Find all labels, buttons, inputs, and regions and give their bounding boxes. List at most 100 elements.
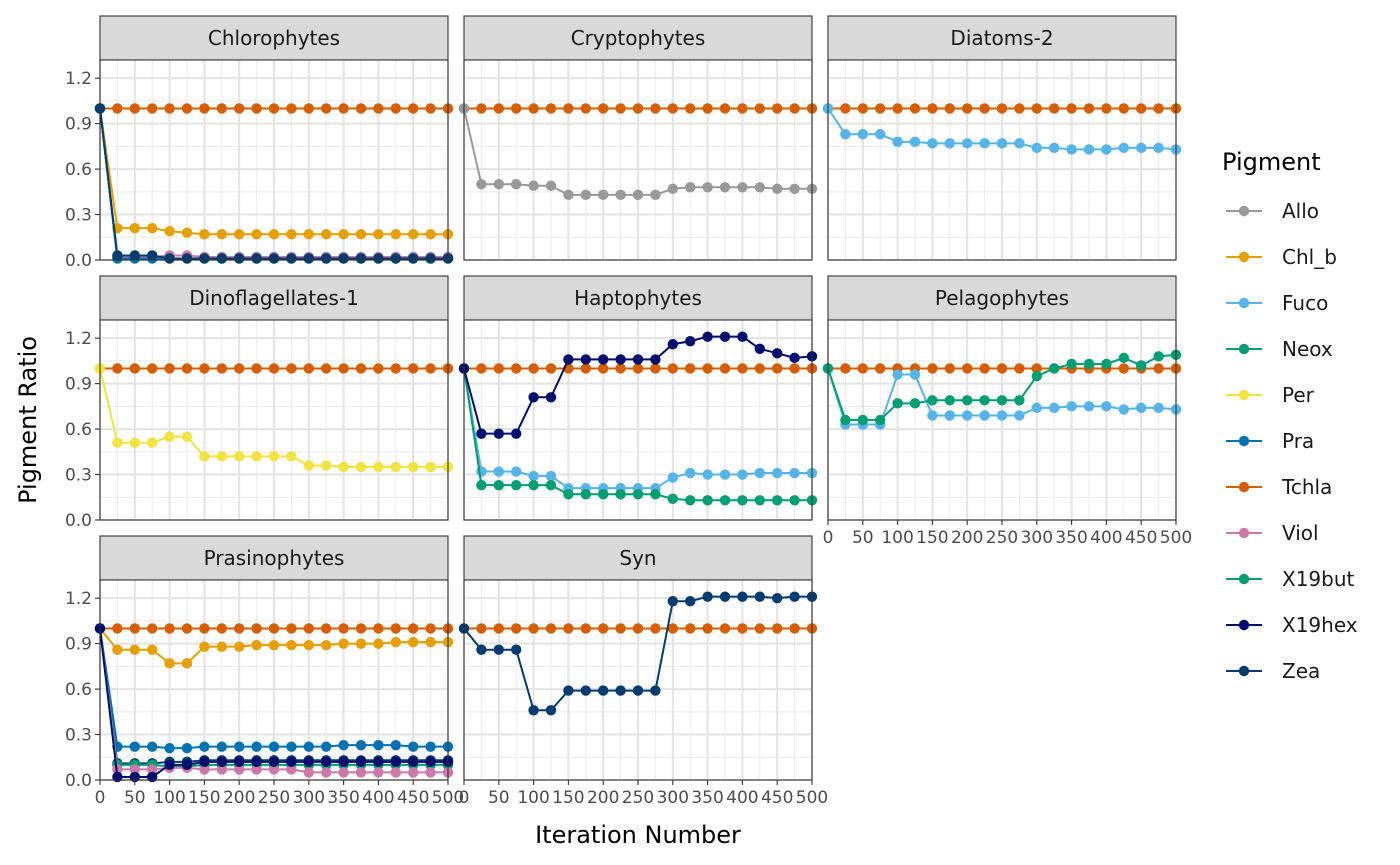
data-point	[1014, 395, 1025, 406]
data-point	[234, 103, 245, 114]
data-point	[251, 756, 262, 768]
data-point	[979, 103, 990, 114]
facet-strip	[99, 15, 449, 61]
y-axis: 0.0 0.3 0.6 0.9 1.2	[65, 69, 100, 271]
data-point	[962, 410, 973, 421]
data-point	[772, 103, 783, 114]
legend-label: Allo	[1282, 199, 1319, 223]
series-x19but	[458, 363, 818, 506]
data-point	[425, 103, 436, 114]
series-fuco	[822, 103, 1182, 155]
y-tick-label: 1.2	[65, 589, 92, 609]
data-point	[615, 103, 626, 114]
facet-strip	[99, 535, 449, 581]
panel-prasinophytes: Prasinophytes 0.0 0.3 0.6 0.9 1.2 0 50 100 150 200…	[65, 535, 464, 808]
x-tick-label: 300	[293, 788, 325, 808]
data-point	[545, 705, 557, 716]
facet-title: Dinoflagellates-1	[189, 286, 359, 310]
data-point	[234, 756, 245, 768]
x-tick-label: 150	[552, 788, 584, 808]
data-point	[1066, 358, 1077, 370]
data-point	[303, 639, 314, 651]
data-point	[303, 253, 314, 264]
data-point	[216, 253, 227, 264]
data-point	[251, 253, 262, 264]
data-point	[944, 410, 955, 421]
data-point	[321, 103, 332, 114]
data-point	[1153, 142, 1164, 154]
data-point	[719, 331, 731, 342]
x-tick-label: 200	[223, 788, 255, 808]
data-point	[493, 644, 504, 655]
y-tick-label: 0.3	[65, 466, 92, 486]
series-tchla	[822, 363, 1182, 374]
data-point	[286, 253, 297, 264]
facet-title: Prasinophytes	[204, 546, 345, 570]
data-point	[164, 658, 175, 669]
data-point	[338, 363, 349, 374]
data-point	[303, 363, 314, 374]
x-tick-label: 500	[432, 788, 464, 808]
data-point	[632, 363, 644, 374]
data-point	[373, 461, 384, 473]
data-point	[840, 414, 851, 426]
data-point	[286, 764, 297, 775]
data-point	[338, 229, 349, 240]
data-point	[129, 250, 140, 261]
data-point	[373, 767, 384, 778]
data-point	[321, 639, 332, 651]
series-tchla	[822, 103, 1182, 114]
data-point	[909, 103, 921, 114]
data-point	[719, 182, 731, 193]
data-point	[355, 229, 367, 240]
data-point	[702, 623, 713, 634]
data-point	[321, 363, 332, 374]
data-point	[199, 756, 210, 768]
data-point	[373, 363, 384, 374]
data-point	[545, 363, 557, 374]
legend-label: Per	[1282, 383, 1315, 407]
data-point	[251, 451, 262, 462]
facet-title: Haptophytes	[574, 286, 702, 310]
data-point	[996, 103, 1008, 114]
data-point	[719, 103, 731, 114]
data-point	[112, 250, 123, 261]
data-point	[199, 451, 210, 462]
data-point	[685, 363, 696, 374]
data-point	[286, 451, 297, 462]
data-point	[789, 623, 800, 634]
data-point	[1031, 402, 1043, 414]
facet-title: Pelagophytes	[935, 286, 1069, 310]
data-point	[650, 489, 661, 500]
data-point	[511, 363, 522, 374]
data-point	[112, 103, 123, 114]
data-point	[303, 623, 314, 634]
data-point	[598, 623, 609, 634]
series-zea	[94, 103, 454, 264]
y-tick-label: 1.2	[65, 329, 92, 349]
legend-item-tchla: Tchla	[1226, 475, 1332, 499]
legend-key-point	[1238, 389, 1250, 401]
data-point	[164, 103, 175, 114]
data-point	[181, 103, 193, 114]
x-tick-label: 100	[881, 528, 913, 548]
data-point	[789, 591, 800, 602]
data-point	[373, 623, 384, 634]
data-point	[408, 636, 419, 648]
data-point	[251, 229, 262, 240]
data-point	[268, 229, 280, 240]
data-point	[476, 644, 487, 655]
gridlines	[827, 60, 1177, 261]
data-point	[355, 756, 367, 768]
data-point	[754, 495, 765, 506]
data-point	[216, 623, 227, 634]
data-point	[632, 623, 644, 634]
data-point	[493, 623, 504, 634]
data-point	[944, 103, 955, 114]
data-point	[580, 489, 591, 500]
data-point	[580, 189, 591, 201]
data-point	[476, 428, 487, 439]
panel-border	[463, 59, 813, 261]
legend-key-point	[1238, 665, 1250, 677]
data-point	[702, 103, 713, 114]
